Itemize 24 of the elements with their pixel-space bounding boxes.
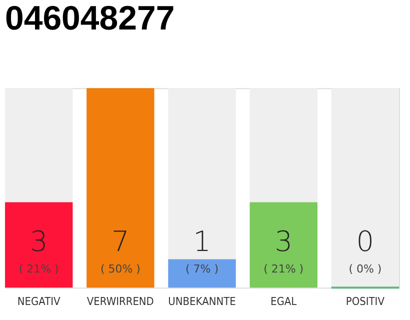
data-label: 7	[112, 224, 130, 258]
x-tick-label: UNBEKANNTE	[168, 295, 236, 308]
bar	[250, 88, 318, 202]
x-tick-label: NEGATIV	[17, 295, 61, 308]
bar	[168, 88, 236, 260]
data-label: 3	[274, 224, 292, 258]
annotation: ( 21% )	[264, 262, 304, 276]
annotation: ( 0% )	[348, 262, 382, 276]
data-label: 1	[193, 224, 211, 258]
annotation: ( 50% )	[100, 262, 140, 276]
bar	[168, 259, 236, 288]
data-label: 0	[356, 224, 374, 258]
x-tick-label: VERWIRREND	[86, 295, 154, 308]
chart-title: 046048277	[4, 0, 175, 38]
x-tick-label: POSITIV	[346, 295, 385, 308]
data-label: 3	[30, 224, 48, 258]
bar	[4, 202, 73, 288]
bar	[250, 202, 318, 288]
annotation: ( 7% )	[186, 262, 218, 276]
annotation: ( 21% )	[18, 262, 59, 276]
bar	[4, 88, 73, 202]
x-tick-label: EGAL	[270, 295, 298, 308]
bar	[86, 88, 154, 288]
bar	[331, 88, 400, 288]
